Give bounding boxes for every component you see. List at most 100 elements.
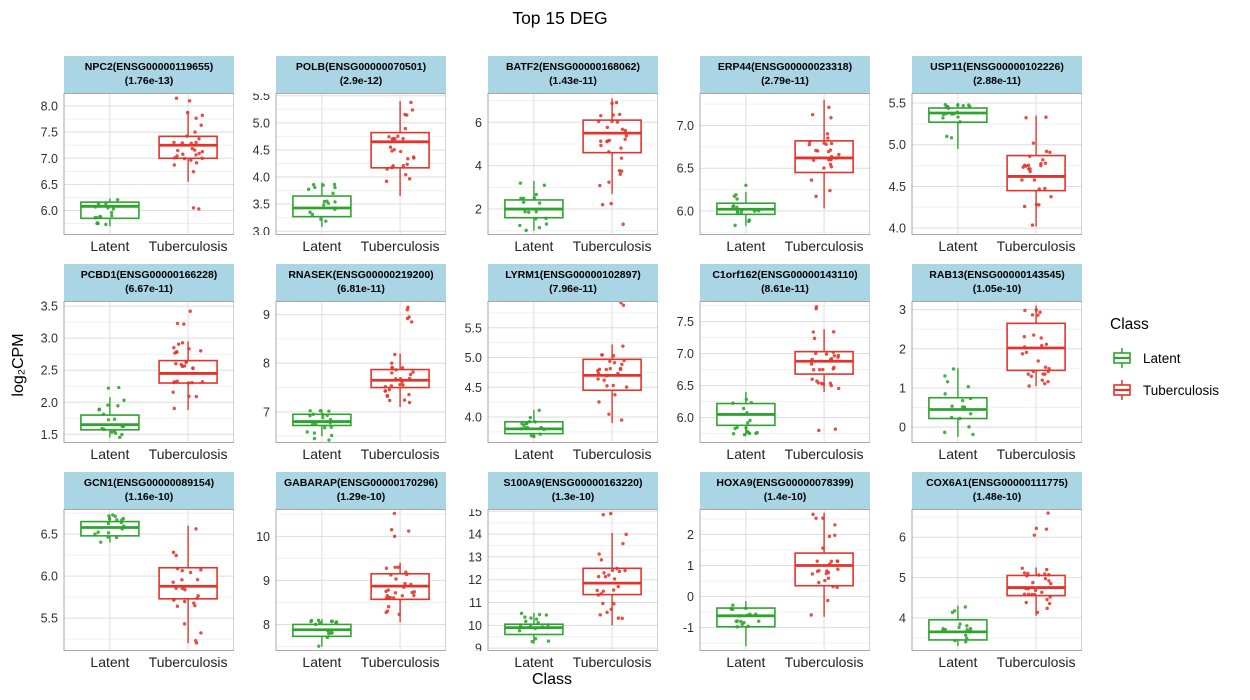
jitter-points-latent xyxy=(941,102,972,140)
y-tick-label: 9 xyxy=(263,574,270,588)
facet-strip: RNASEK(ENSG00000219200) (6.81e-11) xyxy=(276,264,446,301)
y-tick-label: 12 xyxy=(468,573,482,587)
facet-pvalue-label: (1.48e-10) xyxy=(972,490,1022,503)
boxplot-key-icon xyxy=(1113,380,1131,400)
x-tick-label: Latent xyxy=(514,654,554,670)
facet-strip: PCBD1(ENSG00000166228) (6.67e-11) xyxy=(64,264,234,301)
facet-strip: S100A9(ENSG00000163220) (1.3e-10) xyxy=(488,472,658,509)
jitter-points-tb xyxy=(596,100,629,226)
y-tick-label: 6.5 xyxy=(677,379,694,393)
facet-plot: 0 1 2 3 xyxy=(899,301,1082,443)
y-tick-label: 3.0 xyxy=(253,225,270,235)
jitter-points-tb xyxy=(384,100,416,184)
facet-panel: NPC2(ENSG00000119655) (1.76e-13) 6.0 6.5 7.0… xyxy=(22,56,234,258)
x-axis-ticks: Latent Tuberculosis xyxy=(234,444,446,466)
y-axis-ticks: 4.0 4.5 5.0 5.5 xyxy=(889,97,906,235)
facet-pvalue-label: (8.61e-11) xyxy=(761,282,809,295)
facet-gene-label: C1orf162(ENSG00000143110) xyxy=(712,268,858,281)
boxplot-tb xyxy=(1006,115,1066,227)
y-tick-label: 2.0 xyxy=(41,396,58,410)
facet-pvalue-label: (1.05e-10) xyxy=(972,282,1022,295)
x-tick-label: Tuberculosis xyxy=(360,238,440,254)
y-tick-label: 4.5 xyxy=(253,143,270,157)
facet-plot: 5.5 6.0 6.5 xyxy=(41,509,234,651)
jitter-points-latent xyxy=(942,367,975,437)
y-tick-label: 7.0 xyxy=(41,152,58,166)
y-tick-label: 4.5 xyxy=(889,180,906,194)
x-axis-ticks: Latent Tuberculosis xyxy=(234,652,446,674)
y-axis-ticks: 2 4 6 xyxy=(475,116,482,217)
facet-panel: S100A9(ENSG00000163220) (1.3e-10) 9 10 11 12 1… xyxy=(446,472,658,674)
x-tick-label: Tuberculosis xyxy=(996,238,1076,254)
boxplot-tb xyxy=(1006,305,1066,386)
jitter-points-tb xyxy=(1020,511,1053,615)
jitter-points-latent xyxy=(93,198,120,227)
jitter-points-latent xyxy=(731,397,759,437)
x-axis-ticks: Latent Tuberculosis xyxy=(22,236,234,258)
legend: Class Latent Tuberculosis xyxy=(1110,316,1219,410)
x-axis-ticks: Latent Tuberculosis xyxy=(658,444,870,466)
jitter-points-latent xyxy=(305,409,334,442)
facet-panel: BATF2(ENSG00000168062) (1.43e-11) 2 4 6 Laten… xyxy=(446,56,658,258)
y-axis-ticks: 9 10 11 12 13 14 15 xyxy=(468,509,482,651)
y-tick-label: 1 xyxy=(687,559,694,573)
facet-strip: LYRM1(ENSG00000102897) (7.96e-11) xyxy=(488,264,658,301)
y-tick-label: 6.5 xyxy=(41,178,58,192)
x-axis-ticks: Latent Tuberculosis xyxy=(658,236,870,258)
jitter-points-latent xyxy=(306,182,337,223)
jitter-points-latent xyxy=(93,513,126,544)
x-tick-label: Latent xyxy=(938,446,978,462)
legend-items: Latent Tuberculosis xyxy=(1110,346,1219,402)
facet-strip: POLB(ENSG00000070501) (2.9e-12) xyxy=(276,56,446,93)
jitter-points-tb xyxy=(596,301,629,422)
gridlines xyxy=(912,509,1082,651)
facet-gene-label: HOXA9(ENSG00000078399) xyxy=(716,476,854,489)
facet-gene-label: ERP44(ENSG00000023318) xyxy=(717,60,853,73)
x-tick-label: Latent xyxy=(938,238,978,254)
y-tick-label: 5.5 xyxy=(465,321,482,335)
x-tick-label: Tuberculosis xyxy=(784,238,864,254)
y-axis-ticks: 4 5 6 xyxy=(899,531,906,626)
y-tick-label: 5.0 xyxy=(465,351,482,365)
facet-gene-label: GABARAP(ENSG00000170296) xyxy=(283,476,439,489)
facet-gene-label: RAB13(ENSG00000143545) xyxy=(929,268,1065,281)
jitter-points-tb xyxy=(172,96,205,211)
facet-plot: 6.0 6.5 7.0 xyxy=(677,93,870,235)
x-axis-ticks: Latent Tuberculosis xyxy=(446,444,658,466)
facet-pvalue-label: (2.88e-11) xyxy=(973,74,1021,87)
x-tick-label: Tuberculosis xyxy=(572,446,652,462)
y-tick-label: 9 xyxy=(475,642,482,651)
facet-plot: 9 10 11 12 13 14 15 xyxy=(468,509,658,651)
y-tick-label: 14 xyxy=(468,528,482,542)
y-tick-label: 4 xyxy=(475,159,482,173)
facet-gene-label: LYRM1(ENSG00000102897) xyxy=(505,268,641,281)
y-tick-label: 6.0 xyxy=(677,411,694,425)
y-tick-label: 5.0 xyxy=(253,116,270,130)
jitter-points-tb xyxy=(1020,308,1051,388)
legend-item-latent: Latent xyxy=(1110,346,1219,370)
facet-panel: GABARAP(ENSG00000170296) (1.29e-10) 8 9 10 La… xyxy=(234,472,446,674)
x-tick-label: Tuberculosis xyxy=(148,446,228,462)
x-tick-label: Tuberculosis xyxy=(360,446,440,462)
facet-plot: 4.0 4.5 5.0 5.5 xyxy=(889,93,1082,235)
facet-grid: NPC2(ENSG00000119655) (1.76e-13) 6.0 6.5 7.0… xyxy=(22,56,1082,674)
boxplot-latent xyxy=(716,192,776,227)
y-tick-label: 7.5 xyxy=(677,315,694,329)
facet-panel: USP11(ENSG00000102226) (2.88e-11) 4.0 4.5 5.… xyxy=(870,56,1082,258)
x-tick-label: Latent xyxy=(938,654,978,670)
y-tick-label: 5.5 xyxy=(889,97,906,111)
facet-strip: HOXA9(ENSG00000078399) (1.4e-10) xyxy=(700,472,870,509)
boxplot-tb xyxy=(158,525,218,644)
y-axis-ticks: 6.0 6.5 7.0 7.5 xyxy=(677,315,694,425)
jitter-points-tb xyxy=(1020,115,1053,227)
y-tick-label: 13 xyxy=(468,550,482,564)
y-tick-label: 1.5 xyxy=(41,428,58,442)
y-tick-label: 4.5 xyxy=(465,381,482,395)
facet-plot: 6.0 6.5 7.0 7.5 8.0 xyxy=(41,93,234,235)
x-tick-label: Tuberculosis xyxy=(996,654,1076,670)
y-tick-label: 6 xyxy=(475,116,482,130)
y-tick-label: 15 xyxy=(468,509,482,519)
facet-plot: 4.0 4.5 5.0 5.5 xyxy=(465,301,658,443)
jitter-points-tb xyxy=(809,512,840,617)
facet-plot: 1.5 2.0 2.5 3.0 3.5 xyxy=(41,301,234,443)
